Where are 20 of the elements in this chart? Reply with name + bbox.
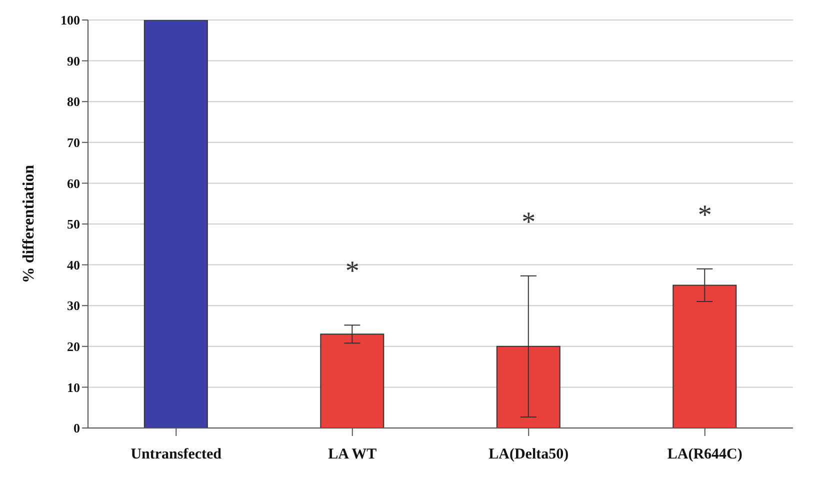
x-tick-label: LA(Delta50) (488, 446, 569, 463)
annotation: * (522, 206, 536, 238)
x-tick-label: LA(R644C) (667, 446, 742, 463)
y-tick-label: 60 (67, 176, 80, 191)
y-tick-label: 70 (67, 135, 80, 150)
y-tick-label: 80 (67, 94, 80, 110)
y-tick-label: 100 (60, 12, 80, 28)
y-tick-label: 30 (67, 298, 80, 314)
y-tick-label: 40 (67, 257, 80, 272)
x-tick-label: Untransfected (130, 446, 222, 463)
y-tick-label: 90 (67, 53, 80, 68)
y-tick-label: 0 (74, 420, 80, 436)
x-tick-label: LA WT (328, 446, 377, 463)
annotation: * (345, 256, 360, 288)
y-tick-label: 20 (67, 339, 80, 354)
annotation: * (698, 200, 712, 231)
y-axis-title: % differentiation (20, 164, 38, 284)
y-tick-label: 10 (67, 380, 80, 395)
bar (144, 20, 208, 428)
y-tick-label: 50 (67, 216, 80, 232)
